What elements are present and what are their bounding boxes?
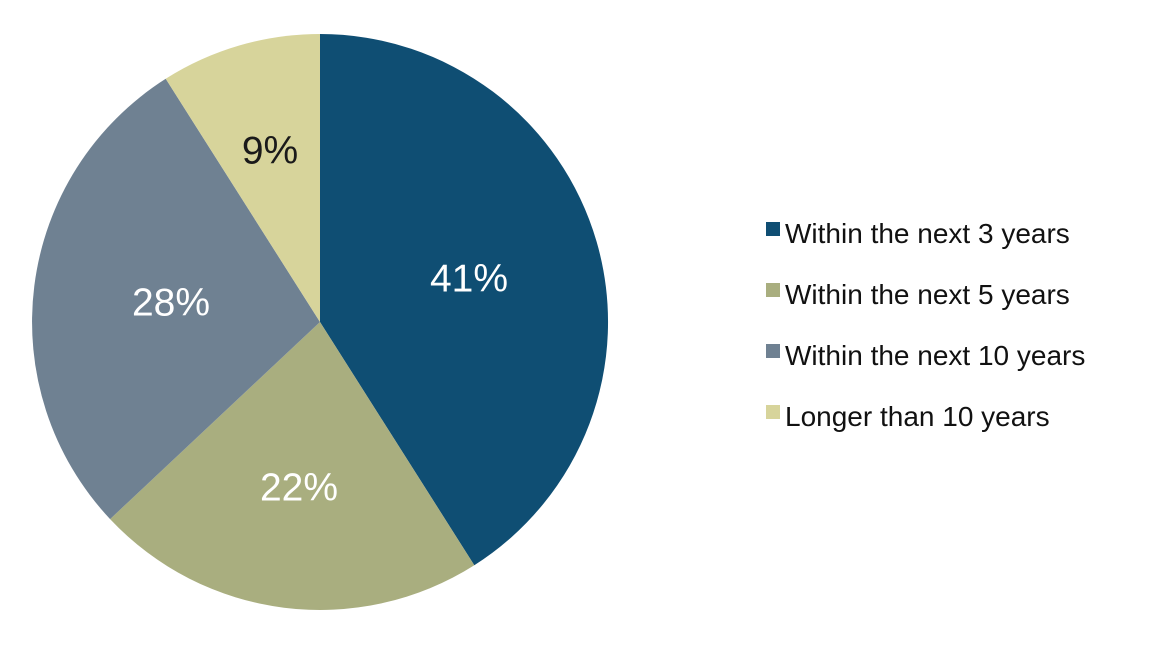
pie-slice-2 bbox=[110, 322, 475, 610]
legend-marker-icon bbox=[766, 283, 780, 297]
slice-percent-label: 9% bbox=[242, 130, 298, 173]
slice-percent-label: 22% bbox=[260, 467, 338, 510]
legend-item: Longer than 10 years bbox=[766, 403, 1085, 431]
slice-percent-label: 41% bbox=[430, 258, 508, 301]
legend-label: Within the next 10 years bbox=[785, 340, 1086, 371]
chart-legend: Within the next 3 years Within the next … bbox=[766, 220, 1085, 431]
legend-marker-icon bbox=[766, 222, 780, 236]
pie-slice-1 bbox=[320, 33, 609, 566]
legend-label: Longer than 10 years bbox=[785, 401, 1050, 432]
legend-item: Within the next 3 years bbox=[766, 220, 1085, 248]
pie-slice-4 bbox=[165, 33, 320, 322]
legend-marker-icon bbox=[766, 405, 780, 419]
pie-slice-3 bbox=[32, 78, 321, 520]
legend-item: Within the next 5 years bbox=[766, 281, 1085, 309]
legend-item: Within the next 10 years bbox=[766, 342, 1085, 370]
legend-label: Within the next 5 years bbox=[785, 279, 1070, 310]
legend-label: Within the next 3 years bbox=[785, 218, 1070, 249]
legend-marker-icon bbox=[766, 344, 780, 358]
pie-chart: 41% 22% 28% 9% bbox=[32, 33, 609, 610]
slice-percent-label: 28% bbox=[132, 282, 210, 325]
